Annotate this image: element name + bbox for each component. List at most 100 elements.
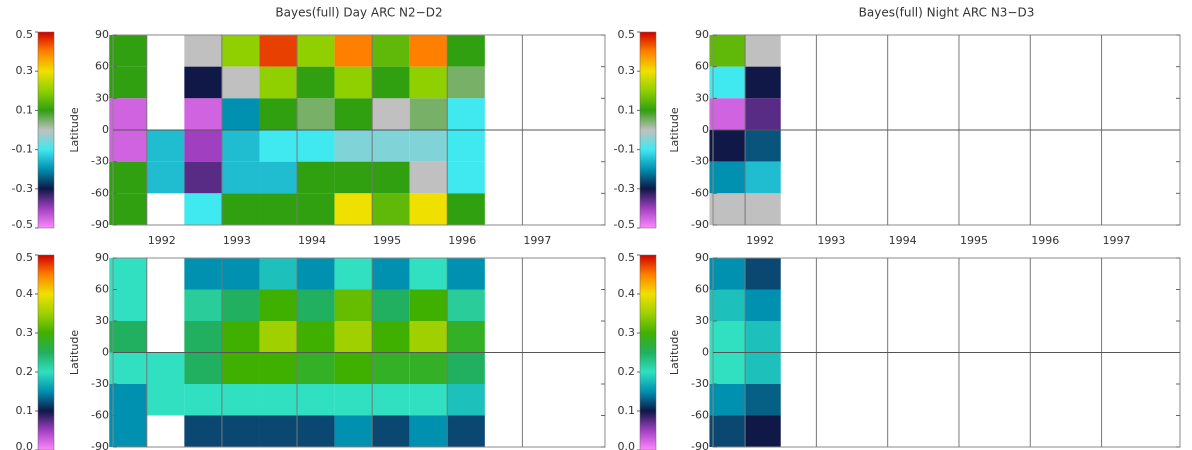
heatmap-cell (184, 384, 222, 416)
colorbar-tick-label: -0.1 (12, 143, 33, 156)
colorbar-tick-label: 0.1 (16, 103, 34, 116)
heatmap-cell (297, 415, 335, 447)
heatmap-cell (709, 384, 746, 416)
heatmap-cell (334, 161, 373, 194)
heatmap-cell (259, 258, 298, 290)
y-tick-label: -90 (691, 440, 709, 450)
y-axis-label: Latitude (668, 330, 681, 376)
heatmap-cell (409, 352, 448, 384)
heatmap-cell (745, 98, 781, 130)
heatmap-cell (184, 66, 222, 99)
heatmap-cell (334, 289, 373, 321)
colorbar-tick-label: 0.1 (618, 103, 636, 116)
heatmap-cell (745, 193, 781, 225)
heatmap-cell (297, 66, 335, 99)
heatmap-cell (709, 258, 746, 290)
y-tick-label: 30 (695, 91, 709, 104)
heatmap-cell (372, 384, 410, 416)
y-tick-label: 0 (702, 123, 709, 136)
y-tick-label: 90 (695, 28, 709, 41)
colorbar-tick-label: 0.3 (618, 326, 636, 339)
heatmap-cell (372, 161, 410, 194)
heatmap-cell (709, 352, 746, 384)
heatmap-cell (334, 258, 373, 290)
heatmap-cell (221, 35, 260, 67)
colorbar-tick-label: -0.5 (12, 218, 33, 231)
y-tick-label: 60 (95, 283, 109, 296)
heatmap-cell (221, 98, 260, 130)
x-tick-label: 1993 (817, 234, 845, 247)
heatmap-cell (259, 130, 298, 162)
y-tick-label: 90 (95, 28, 109, 41)
heatmap-cell (409, 130, 448, 162)
heatmap-cell (184, 193, 222, 225)
colorbar-tick-label: 0.3 (618, 64, 636, 77)
heatmap-cell (745, 258, 781, 290)
heatmap-cell (221, 384, 260, 416)
heatmap-cell (745, 66, 781, 99)
heatmap-cell (709, 98, 746, 130)
y-tick-label: -30 (691, 377, 709, 390)
heatmap-cell (709, 321, 746, 353)
heatmap-cell (447, 289, 485, 321)
heatmap-cell (109, 66, 147, 99)
heatmap-cell (447, 193, 485, 225)
heatmap-cell (447, 161, 485, 194)
y-tick-label: -90 (691, 218, 709, 231)
colorbar-tick-label: 0.0 (16, 440, 34, 450)
heatmap-cell (146, 352, 185, 384)
heatmap-cell (709, 35, 746, 67)
heatmap-cell (109, 321, 147, 353)
heatmap-cell (184, 289, 222, 321)
heatmap-cell (372, 415, 410, 447)
heatmap-cell (184, 352, 222, 384)
heatmap-cell (409, 66, 448, 99)
heatmap-cell (709, 161, 746, 194)
x-tick-label: 1997 (1103, 234, 1131, 247)
heatmap-cell (745, 289, 781, 321)
x-tick-label: 1994 (889, 234, 917, 247)
heatmap-cell (109, 415, 147, 447)
heatmap-cell (109, 352, 147, 384)
heatmap-cell (221, 321, 260, 353)
heatmap-cell (334, 193, 373, 225)
heatmap-cell (447, 130, 485, 162)
heatmap-cell (409, 193, 448, 225)
heatmap-cell (409, 289, 448, 321)
heatmap-cell (109, 161, 147, 194)
x-tick-label: 1992 (746, 234, 774, 247)
colorbar-tick-label: 0.2 (618, 365, 636, 378)
heatmap-cell (259, 289, 298, 321)
heatmap-cell (709, 130, 746, 162)
heatmap-cell (221, 352, 260, 384)
colorbar-tick-label: 0.0 (618, 440, 636, 450)
heatmap-cell (297, 161, 335, 194)
heatmap-cell (447, 98, 485, 130)
colorbar-tick-label: 0.2 (16, 365, 34, 378)
y-tick-label: -30 (91, 377, 109, 390)
heatmap-cell (184, 98, 222, 130)
heatmap-cell (221, 289, 260, 321)
heatmap-cell (447, 258, 485, 290)
heatmap-cell (745, 415, 781, 447)
heatmap-cell (334, 35, 373, 67)
heatmap-cell (259, 193, 298, 225)
x-tick-label: 1997 (523, 234, 551, 247)
colorbar-tick-label: -0.3 (614, 182, 635, 195)
heatmap-cell (221, 193, 260, 225)
x-tick-label: 1996 (1031, 234, 1059, 247)
heatmap-cell (146, 384, 185, 416)
colorbar-tick-label: 0.5 (16, 28, 34, 41)
heatmap-cell (109, 289, 147, 321)
heatmap-cell (221, 161, 260, 194)
heatmap-cell (372, 321, 410, 353)
colorbar-tick-label: 0.1 (16, 404, 34, 417)
y-tick-label: -60 (91, 409, 109, 422)
heatmap-cell (334, 321, 373, 353)
heatmap-cell (745, 384, 781, 416)
heatmap-cell (745, 321, 781, 353)
heatmap-cell (184, 258, 222, 290)
heatmap-cell (297, 35, 335, 67)
x-tick-label: 1995 (960, 234, 988, 247)
